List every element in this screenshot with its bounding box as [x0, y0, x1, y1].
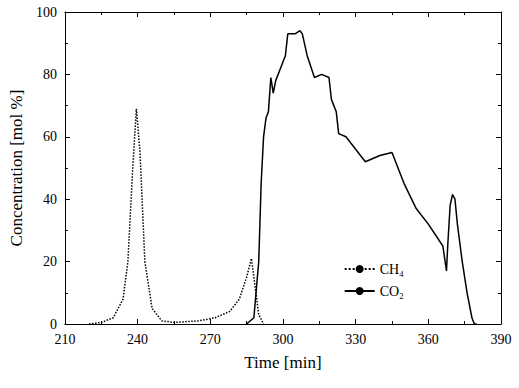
- svg-text:100: 100: [36, 5, 57, 20]
- svg-text:80: 80: [43, 67, 57, 82]
- svg-text:CO₂: CO₂: [380, 284, 404, 299]
- svg-text:300: 300: [272, 332, 293, 347]
- svg-text:270: 270: [200, 332, 221, 347]
- svg-text:330: 330: [345, 332, 366, 347]
- svg-text:390: 390: [491, 332, 512, 347]
- svg-text:20: 20: [43, 254, 57, 269]
- svg-text:60: 60: [43, 129, 57, 144]
- svg-text:210: 210: [54, 332, 75, 347]
- svg-text:360: 360: [418, 332, 439, 347]
- svg-text:Concentration [mol %]: Concentration [mol %]: [7, 90, 26, 247]
- svg-text:Time [min]: Time [min]: [244, 353, 321, 372]
- svg-text:40: 40: [43, 192, 57, 207]
- svg-text:0: 0: [50, 317, 57, 332]
- svg-text:240: 240: [127, 332, 148, 347]
- svg-text:CH₄: CH₄: [380, 262, 404, 277]
